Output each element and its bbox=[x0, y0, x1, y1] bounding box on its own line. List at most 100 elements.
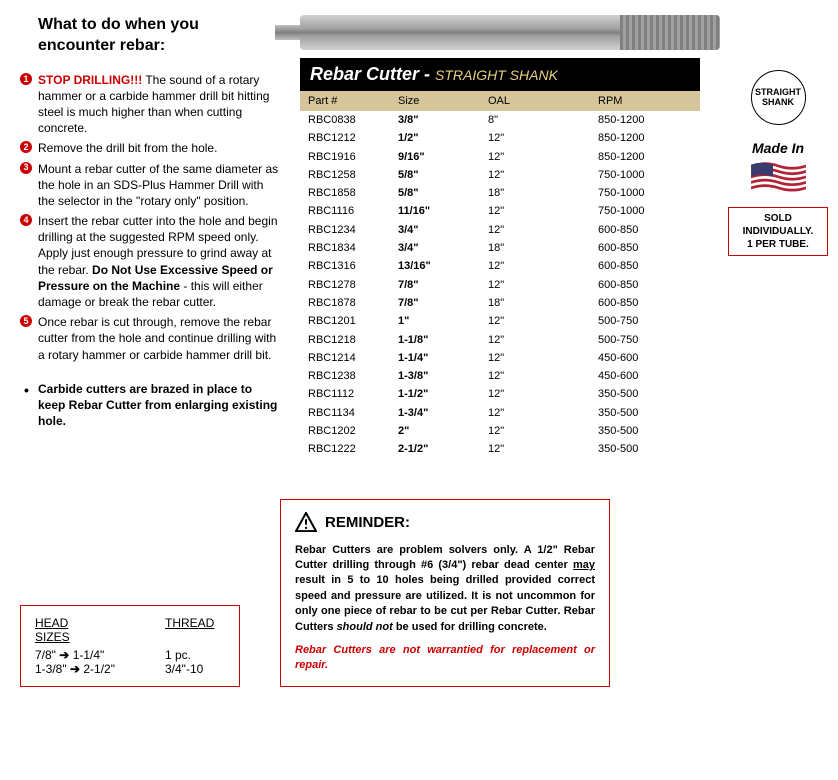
table-cell: 5/8" bbox=[390, 166, 480, 184]
table-cell: 450-600 bbox=[590, 349, 700, 367]
table-cell: 12" bbox=[480, 221, 590, 239]
table-row: RBC12121/2"12"850-1200 bbox=[300, 129, 700, 147]
table-cell: 18" bbox=[480, 239, 590, 257]
table-cell: RBC1222 bbox=[300, 440, 390, 458]
table-cell: 600-850 bbox=[590, 294, 700, 312]
col-oal: OAL bbox=[480, 91, 590, 111]
sold-line1: SOLD INDIVIDUALLY. bbox=[735, 212, 821, 238]
table-cell: RBC0838 bbox=[300, 111, 390, 129]
bullet-note: Carbide cutters are brazed in place to k… bbox=[20, 381, 280, 430]
table-cell: 12" bbox=[480, 129, 590, 147]
step-lead: STOP DRILLING!!! bbox=[38, 73, 142, 87]
list-item: Mount a rebar cutter of the same diamete… bbox=[20, 161, 280, 210]
head-sizes-header: HEADSIZES bbox=[35, 616, 165, 644]
table-cell: 11/16" bbox=[390, 202, 480, 220]
usa-flag-icon bbox=[751, 160, 806, 192]
table-cell: 600-850 bbox=[590, 257, 700, 275]
table-cell: 750-1000 bbox=[590, 166, 700, 184]
made-in-label: Made In bbox=[728, 140, 828, 156]
table-cell: RBC1202 bbox=[300, 422, 390, 440]
instruction-list: STOP DRILLING!!! The sound of a rotary h… bbox=[20, 72, 280, 363]
reminder-box: REMINDER: Rebar Cutters are problem solv… bbox=[280, 499, 610, 687]
table-cell: 3/8" bbox=[390, 111, 480, 129]
table-cell: RBC1238 bbox=[300, 367, 390, 385]
reminder-title-text: REMINDER: bbox=[325, 512, 410, 533]
table-cell: 12" bbox=[480, 331, 590, 349]
table-row: RBC12585/8"12"750-1000 bbox=[300, 166, 700, 184]
table-cell: 12" bbox=[480, 367, 590, 385]
table-cell: 12" bbox=[480, 422, 590, 440]
table-row: RBC12343/4"12"600-850 bbox=[300, 221, 700, 239]
table-cell: 500-750 bbox=[590, 331, 700, 349]
table-cell: 850-1200 bbox=[590, 129, 700, 147]
table-cell: 18" bbox=[480, 184, 590, 202]
table-cell: 12" bbox=[480, 385, 590, 403]
table-row: RBC111611/16"12"750-1000 bbox=[300, 202, 700, 220]
table-row: RBC08383/8"8"850-1200 bbox=[300, 111, 700, 129]
table-cell: RBC1212 bbox=[300, 129, 390, 147]
table-row: RBC12787/8"12"600-850 bbox=[300, 276, 700, 294]
table-row: RBC18343/4"18"600-850 bbox=[300, 239, 700, 257]
table-row: RBC131613/16"12"600-850 bbox=[300, 257, 700, 275]
table-cell: 12" bbox=[480, 312, 590, 330]
table-row: RBC12141-1/4"12"450-600 bbox=[300, 349, 700, 367]
table-cell: 12" bbox=[480, 404, 590, 422]
table-header-row: Part # Size OAL RPM bbox=[300, 91, 700, 111]
list-item: STOP DRILLING!!! The sound of a rotary h… bbox=[20, 72, 280, 137]
table-cell: 13/16" bbox=[390, 257, 480, 275]
table-cell: 1-3/4" bbox=[390, 404, 480, 422]
step-text: Once rebar is cut through, remove the re… bbox=[38, 315, 276, 361]
col-part: Part # bbox=[300, 91, 390, 111]
table-cell: RBC1858 bbox=[300, 184, 390, 202]
product-image bbox=[300, 15, 720, 50]
table-row: RBC12222-1/2"12"350-500 bbox=[300, 440, 700, 458]
table-cell: 1" bbox=[390, 312, 480, 330]
table-cell: 1/2" bbox=[390, 129, 480, 147]
table-cell: 1-1/4" bbox=[390, 349, 480, 367]
reminder-body: Rebar Cutters are problem solvers only. … bbox=[295, 543, 595, 635]
table-cell: 350-500 bbox=[590, 404, 700, 422]
table-cell: 3/4" bbox=[390, 221, 480, 239]
table-cell: RBC1834 bbox=[300, 239, 390, 257]
step-text: Mount a rebar cutter of the same diamete… bbox=[38, 162, 278, 208]
table-cell: 12" bbox=[480, 349, 590, 367]
table-cell: 12" bbox=[480, 166, 590, 184]
table-cell: 750-1000 bbox=[590, 184, 700, 202]
table-cell: 1-1/2" bbox=[390, 385, 480, 403]
table-cell: RBC1112 bbox=[300, 385, 390, 403]
list-item: Remove the drill bit from the hole. bbox=[20, 140, 280, 156]
table-cell: 850-1200 bbox=[590, 111, 700, 129]
list-item: Once rebar is cut through, remove the re… bbox=[20, 314, 280, 363]
table-cell: 500-750 bbox=[590, 312, 700, 330]
table-cell: 2-1/2" bbox=[390, 440, 480, 458]
product-title-bar: Rebar Cutter - STRAIGHT SHANK bbox=[300, 58, 700, 91]
table-cell: 7/8" bbox=[390, 276, 480, 294]
table-cell: 5/8" bbox=[390, 184, 480, 202]
title-sub: STRAIGHT SHANK bbox=[435, 67, 558, 83]
spec-table: Part # Size OAL RPM RBC08383/8"8"850-120… bbox=[300, 91, 700, 459]
list-item: Insert the rebar cutter into the hole an… bbox=[20, 213, 280, 310]
sold-line2: 1 PER TUBE. bbox=[735, 238, 821, 251]
table-row: RBC12011"12"500-750 bbox=[300, 312, 700, 330]
table-cell: 7/8" bbox=[390, 294, 480, 312]
table-cell: 12" bbox=[480, 202, 590, 220]
size-range-2: 1-3/8" ➔ 2-1/2" bbox=[35, 662, 165, 676]
table-cell: 350-500 bbox=[590, 385, 700, 403]
table-cell: 12" bbox=[480, 276, 590, 294]
table-cell: RBC1234 bbox=[300, 221, 390, 239]
reminder-warranty: Rebar Cutters are not warrantied for rep… bbox=[295, 643, 595, 674]
size-range-1: 7/8" ➔ 1-1/4" bbox=[35, 648, 165, 662]
thread-2: 3/4"-10 bbox=[165, 662, 203, 676]
step-text: Remove the drill bit from the hole. bbox=[38, 141, 217, 155]
table-cell: RBC1278 bbox=[300, 276, 390, 294]
table-cell: 12" bbox=[480, 148, 590, 166]
shank-badge: STRAIGHT SHANK bbox=[751, 70, 806, 125]
table-cell: 600-850 bbox=[590, 276, 700, 294]
col-size: Size bbox=[390, 91, 480, 111]
col-rpm: RPM bbox=[590, 91, 700, 111]
table-row: RBC19169/16"12"850-1200 bbox=[300, 148, 700, 166]
thread-1: 1 pc. bbox=[165, 648, 191, 662]
head-sizes-box: HEADSIZES THREAD 7/8" ➔ 1-1/4" 1 pc. 1-3… bbox=[20, 605, 240, 687]
table-cell: RBC1878 bbox=[300, 294, 390, 312]
table-row: RBC12381-3/8"12"450-600 bbox=[300, 367, 700, 385]
